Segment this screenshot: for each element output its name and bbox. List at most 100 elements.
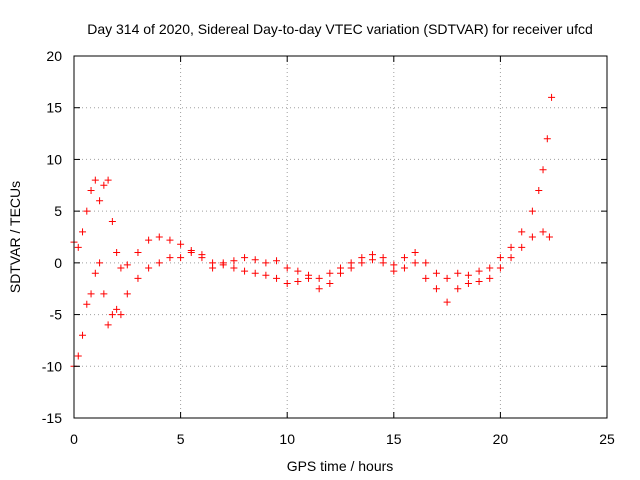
data-point [518,228,526,236]
data-point [83,300,91,308]
data-point [113,305,121,313]
data-point [262,259,270,267]
data-point [177,240,185,248]
data-point [117,264,125,272]
data-point [475,267,483,275]
data-point [177,254,185,262]
data-point [74,352,82,360]
data-point [91,176,99,184]
data-point [155,259,163,267]
data-point [283,280,291,288]
data-point [145,236,153,244]
data-point [104,321,112,329]
data-point [108,217,116,225]
data-point [96,197,104,205]
data-point [117,311,125,319]
data-point [108,311,116,319]
data-point [294,267,302,275]
data-point [432,285,440,293]
data-point [87,290,95,298]
data-point [145,264,153,272]
data-point [251,256,259,264]
chart-title: Day 314 of 2020, Sidereal Day-to-day VTE… [87,21,593,37]
data-point [464,280,472,288]
data-point [496,264,504,272]
data-point [230,264,238,272]
x-axis-label: GPS time / hours [287,458,394,474]
data-point [518,243,526,251]
data-point [496,254,504,262]
data-point [326,269,334,277]
data-point [400,254,408,262]
data-point [400,264,408,272]
y-tick-label: 20 [46,48,62,64]
data-point [358,259,366,267]
x-tick-label: 5 [177,431,185,447]
data-point [337,269,344,277]
axis-ticks: 0 5 10 15 20 25 -15 -10 -5 0 5 10 15 20 [42,48,615,447]
data-point [507,254,515,262]
data-point [545,233,553,241]
data-point [104,176,112,184]
data-point [123,290,131,298]
data-point [87,186,95,194]
data-point [79,331,87,339]
y-axis-label: SDTVAR / TECUs [7,181,23,293]
data-point [443,274,451,282]
data-point [74,243,82,251]
data-point [528,207,536,215]
data-point [83,207,91,215]
x-tick-label: 15 [386,431,402,447]
data-point [539,166,547,174]
data-point [155,233,163,241]
data-point [283,264,291,272]
x-tick-label: 25 [599,431,615,447]
data-points [70,93,556,370]
x-tick-label: 0 [70,431,78,447]
data-point [198,251,206,259]
data-series [70,93,556,282]
plot-frame [73,55,608,419]
data-point [535,186,543,194]
data-point [422,259,430,267]
y-tick-label: -5 [50,307,63,323]
data-point [262,271,270,279]
x-tick-label: 20 [493,431,509,447]
data-point [411,259,419,267]
data-point [241,267,249,275]
data-point [219,259,227,267]
data-point [123,261,131,269]
data-point [411,249,419,257]
data-point [315,285,323,293]
data-point [166,254,174,262]
data-point [486,274,494,282]
data-point [379,259,387,267]
data-point [422,274,430,282]
data-point [539,228,547,236]
data-point [315,274,323,282]
y-tick-label: 5 [54,203,62,219]
data-point [347,264,355,272]
y-tick-label: 0 [54,255,62,271]
data-point [454,285,462,293]
data-point [454,269,462,277]
data-point [113,249,121,257]
data-point [187,246,195,254]
data-point [251,269,259,277]
y-tick-label: -10 [42,358,62,374]
data-point [543,135,551,143]
data-point [273,274,281,282]
y-tick-label: -15 [42,410,62,426]
y-tick-label: 15 [46,100,62,116]
data-point [230,257,238,265]
data-point [464,271,472,279]
grid [74,56,607,418]
data-point [166,236,174,244]
data-point [528,233,536,241]
y-tick-label: 10 [46,151,62,167]
data-point [548,93,556,101]
data-point [134,249,142,257]
data-point [96,259,104,267]
data-point [507,243,515,251]
